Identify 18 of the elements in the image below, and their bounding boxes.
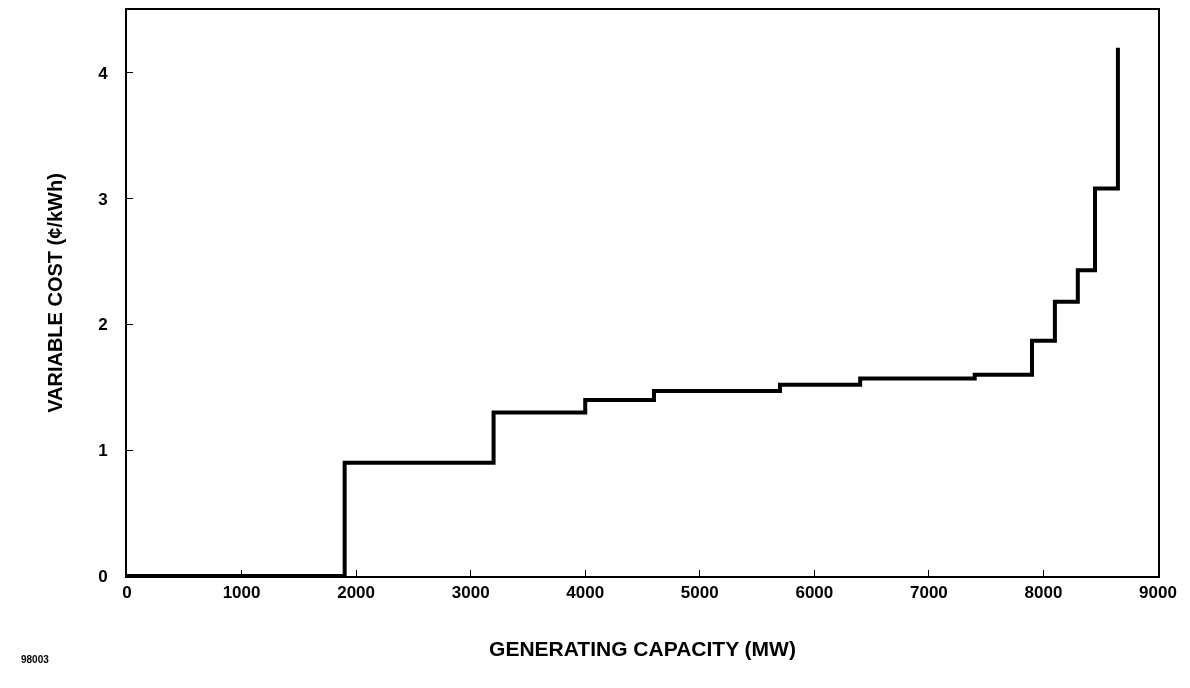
- x-tick-label: 1000: [222, 583, 261, 603]
- x-tick-label: 9000: [1139, 583, 1177, 603]
- x-axis-title: GENERATING CAPACITY (MW): [489, 637, 796, 661]
- x-tick-label: 7000: [909, 583, 948, 603]
- y-tick-label: 2: [98, 315, 108, 335]
- x-tick-label: 4000: [566, 583, 605, 603]
- text: 98003: [21, 654, 50, 665]
- y-tick-label: 4: [98, 63, 109, 83]
- x-tick-label: 8000: [1024, 583, 1063, 603]
- x-tick-label: 3000: [451, 583, 490, 603]
- x-tick-label: 6000: [795, 583, 834, 603]
- x-tick-label: 0: [122, 583, 132, 603]
- y-tick-label: 1: [98, 441, 108, 461]
- x-tick-label: 2000: [337, 583, 376, 603]
- y-tick-label: 3: [98, 189, 108, 209]
- x-tick-label: 5000: [680, 583, 719, 603]
- y-tick-label: 0: [98, 566, 108, 586]
- y-axis-title: VARIABLE COST (¢/kWh): [44, 173, 67, 413]
